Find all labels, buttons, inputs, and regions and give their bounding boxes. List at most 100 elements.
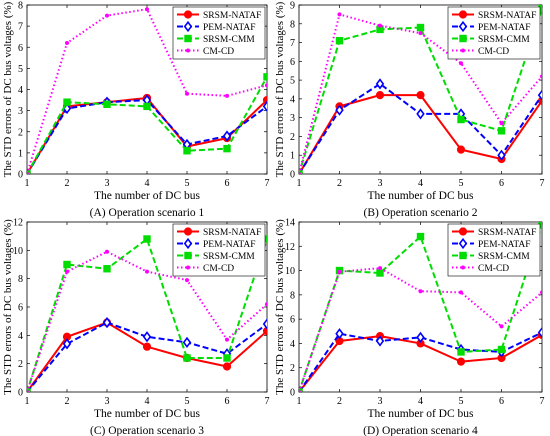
data-point-cm-cd (225, 337, 229, 342)
data-point-pem-nataf (375, 78, 385, 90)
data-point-srsm-nataf (375, 91, 385, 100)
data-point-srsm-cmm (63, 260, 71, 269)
y-tick-label: 8 (18, 274, 23, 285)
data-point-srsm-cmm (416, 23, 425, 32)
x-tick-label: 3 (105, 178, 110, 189)
y-tick-label: 1 (18, 148, 23, 159)
y-tick-label: 10 (13, 246, 23, 257)
y-tick-label: 6 (18, 43, 23, 54)
x-tick-label: 7 (265, 178, 270, 189)
y-tick-label: 4 (18, 331, 23, 342)
data-point-cm-cd (418, 289, 423, 294)
x-tick-label: 7 (265, 396, 270, 407)
data-point-cm-cd (265, 83, 267, 88)
data-point-srsm-cmm (143, 102, 151, 111)
data-point-cm-cd (185, 278, 189, 283)
x-tick-label: 6 (225, 178, 230, 189)
data-point-srsm-cmm (497, 127, 506, 135)
y-tick-label: 1 (290, 151, 295, 162)
x-tick-label: 3 (378, 178, 383, 189)
legend-marker (184, 34, 192, 43)
data-point-srsm-cmm (63, 98, 71, 106)
y-tick-label: 4 (18, 85, 23, 96)
data-point-pem-nataf (222, 130, 232, 142)
legend-label: SRSM-NATAF (478, 228, 536, 238)
y-tick-label: 12 (285, 242, 295, 253)
x-tick-label: 4 (418, 396, 423, 407)
legend-marker (459, 34, 467, 43)
x-axis-label: The number of DC bus (367, 190, 474, 202)
y-tick-label: 7 (290, 38, 295, 49)
y-tick-label: 8 (18, 1, 23, 12)
data-point-srsm-cmm (103, 265, 111, 273)
y-tick-label: 7 (18, 22, 23, 33)
legend-label: SRSM-NATAF (203, 11, 261, 21)
data-point-srsm-cmm (497, 345, 506, 354)
panel-caption: (B) Operation scenario 2 (363, 207, 477, 219)
data-point-cm-cd (27, 390, 29, 392)
y-axis-label: The STD errors of DC bus voltages (%) (2, 219, 14, 395)
x-tick-label: 2 (65, 178, 70, 189)
panel-caption: (A) Operation scenario 1 (90, 207, 205, 219)
data-point-srsm-cmm (183, 147, 191, 155)
x-tick-label: 5 (185, 178, 190, 189)
y-tick-label: 10 (285, 266, 295, 277)
x-tick-label: 5 (459, 396, 464, 407)
y-tick-label: 5 (18, 64, 23, 75)
legend-marker (183, 237, 193, 250)
x-tick-label: 2 (337, 396, 342, 407)
data-point-srsm-cmm (376, 269, 384, 277)
x-tick-label: 2 (65, 396, 70, 407)
x-tick-label: 1 (297, 178, 302, 189)
y-tick-label: 4 (290, 339, 295, 350)
data-point-pem-nataf (537, 89, 542, 101)
data-point-pem-nataf (62, 338, 72, 350)
y-tick-label: 3 (18, 106, 23, 117)
data-point-srsm-cmm (299, 388, 303, 392)
data-point-pem-nataf (262, 318, 267, 330)
data-point-cm-cd (299, 390, 301, 392)
legend: SRSM-NATAF PEM-NATAF SRSM-CMM CM-CD (447, 223, 541, 277)
data-point-srsm-cmm (183, 354, 191, 362)
x-tick-label: 7 (540, 396, 545, 407)
legend-marker (458, 20, 468, 33)
legend-marker (186, 48, 190, 53)
y-tick-label: 14 (285, 218, 295, 229)
legend-label: CM-CD (203, 264, 234, 274)
legend-label: PEM-NATAF (478, 240, 531, 250)
y-tick-label: 2 (18, 127, 23, 138)
panel-caption: (C) Operation scenario 3 (90, 425, 204, 436)
data-point-srsm-cmm (223, 144, 231, 153)
y-axis-label: The STD errors of DC bus voltages (%) (274, 219, 286, 395)
data-point-srsm-cmm (27, 170, 31, 174)
data-point-srsm-nataf (456, 357, 466, 366)
data-point-cm-cd (337, 12, 342, 17)
data-point-cm-cd (499, 121, 504, 126)
x-tick-label: 4 (145, 396, 150, 407)
legend-label: SRSM-CMM (478, 252, 530, 262)
x-tick-label: 3 (378, 396, 383, 407)
x-tick-label: 4 (145, 178, 150, 189)
y-tick-label: 9 (290, 1, 295, 12)
data-point-pem-nataf (537, 326, 542, 339)
legend-label: CM-CD (478, 264, 509, 274)
legend-label: PEM-NATAF (203, 240, 256, 250)
legend-marker (458, 237, 468, 250)
data-point-srsm-cmm (416, 232, 425, 241)
legend-label: PEM-NATAF (203, 23, 256, 33)
series-group (299, 222, 542, 392)
data-point-pem-nataf (416, 331, 425, 343)
data-point-cm-cd (540, 290, 542, 295)
data-point-cm-cd (265, 302, 267, 307)
data-point-pem-nataf (262, 100, 267, 113)
data-point-cm-cd (337, 269, 342, 274)
y-tick-label: 0 (290, 388, 295, 399)
y-tick-label: 2 (290, 363, 295, 374)
legend-label: CM-CD (203, 47, 234, 57)
data-point-pem-nataf (102, 316, 112, 329)
x-tick-label: 5 (459, 178, 464, 189)
y-axis-label: The STD errors of DC bus voltages (%) (274, 1, 286, 177)
